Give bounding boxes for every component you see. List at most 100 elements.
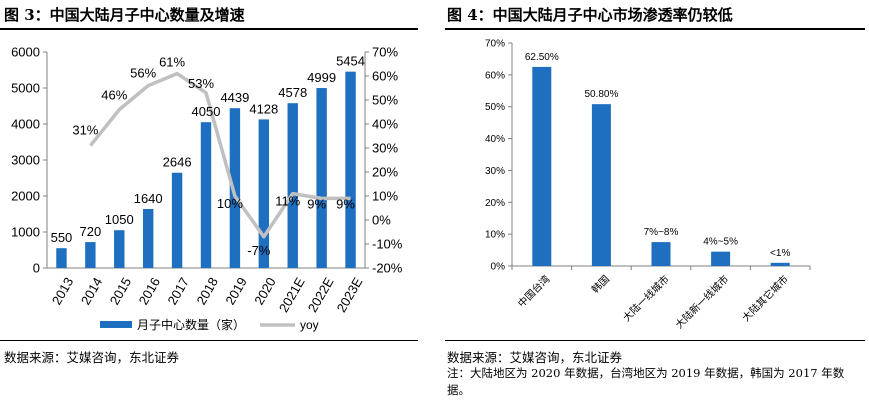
right-y-tick-label: 70% xyxy=(372,45,398,60)
y-tick-label: 30% xyxy=(485,166,505,177)
yoy-value-label: 31% xyxy=(72,123,98,138)
x-tick-label: 2022E xyxy=(305,275,337,315)
x-tick-label: 2020 xyxy=(251,275,278,308)
left-figure-panel: 图 3：中国大陆月子中心数量及增速 0 1000 2000 3000 4000 5000 6… xyxy=(0,0,418,409)
bar-value-label: 62.50% xyxy=(525,52,559,63)
right-y-tick-label: 50% xyxy=(372,93,398,108)
bar-count-2023E xyxy=(345,71,356,268)
bar-大陆新一线城市 xyxy=(711,251,731,266)
penetration-bar-chart: 0% 10% 20% 30% 40% 50% 60% 70% 62.50% 50.80% 7%~8%… xyxy=(485,39,811,331)
bar-value-label: 7%~8% xyxy=(644,227,679,238)
yoy-value-label: 56% xyxy=(130,66,156,81)
right-source-rule xyxy=(445,340,865,341)
bar-value-label: 2646 xyxy=(163,155,192,170)
x-tick-label: 2014 xyxy=(78,275,105,308)
bar-count-2018 xyxy=(200,122,212,268)
yoy-value-label: 53% xyxy=(188,76,214,91)
right-figure-panel: 图 4：中国大陆月子中心市场渗透率仍较低 0% 10% 20% 30% 40% 50% 60… xyxy=(445,0,869,409)
right-title-rule xyxy=(445,28,865,30)
x-tick-label: 2013 xyxy=(49,275,76,308)
x-tick-label: 2019 xyxy=(222,275,249,308)
y-tick-label: 60% xyxy=(485,70,505,81)
y-tick-label: 20% xyxy=(485,198,505,209)
bar-count-2016 xyxy=(142,208,154,268)
right-y-tick-label: 60% xyxy=(372,69,398,84)
bar-count-2019 xyxy=(229,108,241,268)
right-figure-title: 图 4：中国大陆月子中心市场渗透率仍较低 xyxy=(447,6,733,24)
left-y-tick-label: 6000 xyxy=(11,45,40,60)
x-tick-label: 大陆其它城市 xyxy=(739,272,791,324)
bar-count-2021E xyxy=(287,103,298,268)
bar-value-label: 4%~5% xyxy=(703,237,738,248)
x-tick-label: 2021E xyxy=(276,275,308,315)
bar-value-label: 1050 xyxy=(105,212,134,227)
left-y-tick-label: 3000 xyxy=(11,153,40,168)
left-y-tick-label: 1000 xyxy=(11,225,40,240)
bar-count-2014 xyxy=(85,242,96,268)
bar-value-label: 550 xyxy=(51,230,73,245)
bar-中国台湾 xyxy=(532,66,552,266)
y-tick-label: 40% xyxy=(485,134,505,145)
legend-bar-label: 月子中心数量（家） xyxy=(137,317,245,332)
right-y-tick-label: 40% xyxy=(372,117,398,132)
yoy-value-label: 9% xyxy=(307,196,326,211)
yoy-value-label: 11% xyxy=(275,194,300,209)
yoy-value-label: -7% xyxy=(247,243,271,258)
bar-value-label: <1% xyxy=(770,248,790,259)
bar-韩国 xyxy=(591,104,611,266)
right-note-text: 注：大陆地区为 2020 年数据，台湾地区为 2019 年数据，韩国为 2017… xyxy=(447,366,845,397)
bar-value-label: 1640 xyxy=(134,191,163,206)
right-y-tick-label: 20% xyxy=(372,165,398,180)
yoy-value-label: 9% xyxy=(336,196,355,211)
x-tick-label: 大陆新一线城市 xyxy=(673,272,732,331)
bar-count-2015 xyxy=(114,230,125,268)
left-source-rule xyxy=(0,340,418,341)
right-y-tick-label: 0% xyxy=(372,213,391,228)
right-y-tick-label: -10% xyxy=(372,237,403,252)
x-tick-label: 2023E xyxy=(334,275,366,315)
combo-chart: 0 1000 2000 3000 4000 5000 6000 -20% -10% 0% 10% 20… xyxy=(11,45,403,333)
bar-count-2013 xyxy=(56,248,67,268)
left-y-tick-label: 2000 xyxy=(11,189,40,204)
bar-value-label: 4128 xyxy=(249,101,278,116)
bar-count-2020 xyxy=(258,119,270,268)
legend-line-label: yoy xyxy=(300,318,319,332)
bar-value-label: 4050 xyxy=(192,104,221,119)
left-title-rule xyxy=(0,28,418,30)
legend-bar-swatch xyxy=(100,321,132,328)
left-figure-title: 图 3：中国大陆月子中心数量及增速 xyxy=(4,6,245,24)
right-source-text: 数据来源：艾媒咨询，东北证券 xyxy=(447,350,623,365)
y-tick-label: 50% xyxy=(485,102,505,113)
yoy-value-label: 46% xyxy=(101,88,127,103)
bar-value-label: 50.80% xyxy=(584,89,618,100)
yoy-line xyxy=(89,71,351,239)
bar-count-2022E xyxy=(316,88,327,268)
y-tick-label: 10% xyxy=(485,230,505,241)
bar-value-label: 4578 xyxy=(278,85,307,100)
x-tick-label: 2017 xyxy=(165,275,192,308)
y-tick-label: 70% xyxy=(485,39,505,50)
x-tick-label: 韩国 xyxy=(589,272,612,295)
yoy-value-label: 10% xyxy=(217,196,243,211)
y-tick-label: 0% xyxy=(491,262,506,273)
right-y-tick-label: -20% xyxy=(372,261,403,276)
x-tick-label: 大陆一线城市 xyxy=(620,272,672,324)
bar-count-2017 xyxy=(171,172,183,268)
bar-value-label: 4439 xyxy=(220,90,249,105)
bar-value-label: 4999 xyxy=(307,70,336,85)
bar-大陆一线城市 xyxy=(651,242,671,266)
x-tick-label: 2018 xyxy=(193,275,220,308)
x-tick-label: 中国台湾 xyxy=(515,272,552,309)
x-tick-label: 2015 xyxy=(107,275,134,308)
right-y-tick-label: 30% xyxy=(372,141,398,156)
yoy-value-label: 61% xyxy=(159,55,185,70)
bar-value-label: 720 xyxy=(80,224,102,239)
left-y-tick-label: 0 xyxy=(33,261,40,276)
x-tick-label: 2016 xyxy=(136,275,163,308)
bar-value-label: 5454 xyxy=(336,54,365,69)
left-source-text: 数据来源：艾媒咨询，东北证券 xyxy=(4,350,180,365)
left-y-tick-label: 4000 xyxy=(11,117,40,132)
left-y-tick-label: 5000 xyxy=(11,81,40,96)
right-y-tick-label: 10% xyxy=(372,189,398,204)
bar-大陆其它城市 xyxy=(770,262,790,266)
